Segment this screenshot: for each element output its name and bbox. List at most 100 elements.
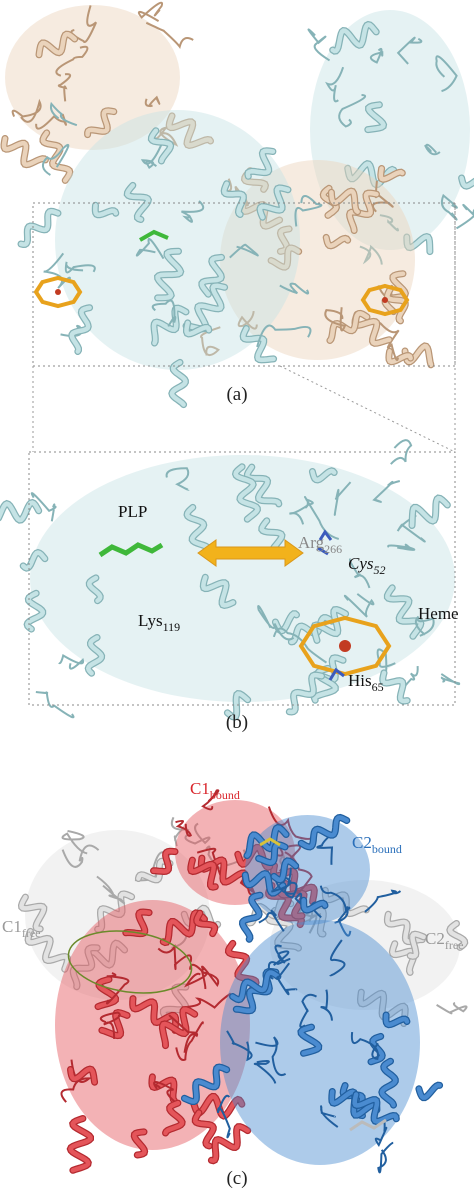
helix	[151, 305, 189, 346]
heme	[298, 615, 392, 677]
helix	[380, 670, 410, 704]
helix	[298, 815, 350, 850]
loop	[30, 492, 57, 522]
helix	[240, 326, 276, 363]
loop	[181, 200, 205, 223]
loop	[145, 21, 194, 49]
helix	[379, 1058, 398, 1108]
helix	[67, 1116, 93, 1173]
guide-line	[279, 365, 456, 453]
helix	[416, 1082, 442, 1100]
helix	[244, 825, 289, 858]
helix	[323, 235, 350, 249]
helix	[95, 891, 134, 932]
loop	[58, 653, 85, 670]
helix	[447, 921, 468, 950]
loop	[320, 989, 333, 1021]
helix	[233, 464, 260, 522]
loop	[396, 36, 423, 65]
loop	[184, 822, 211, 845]
loop	[216, 1094, 231, 1139]
loop	[350, 1031, 379, 1061]
helix	[160, 910, 207, 945]
loop	[137, 1, 164, 22]
panel-label: (a)	[226, 384, 247, 405]
domain	[55, 110, 300, 370]
loop	[170, 816, 190, 847]
helix	[225, 691, 250, 720]
residue-label: PLP	[118, 502, 147, 521]
helix	[69, 305, 92, 354]
helix	[459, 175, 474, 189]
loop	[284, 851, 313, 894]
helix	[245, 148, 276, 179]
helix	[329, 188, 360, 214]
residue-label: His65	[348, 671, 384, 694]
loop	[369, 47, 384, 64]
loop	[153, 1080, 176, 1103]
ligand	[259, 837, 281, 847]
helix	[209, 1124, 250, 1164]
helix	[130, 996, 178, 1033]
helix	[352, 1092, 399, 1124]
helix	[271, 858, 298, 883]
helix	[240, 892, 263, 942]
helix	[194, 910, 217, 936]
loop	[99, 1011, 121, 1039]
helix	[301, 898, 328, 913]
helix	[386, 349, 413, 365]
loop	[338, 94, 367, 128]
loop	[61, 844, 100, 868]
plp	[98, 542, 164, 558]
loop	[387, 543, 416, 551]
helix	[385, 585, 424, 639]
helix	[257, 185, 291, 220]
loop	[42, 143, 70, 176]
highlight-ellipse	[67, 930, 193, 994]
loop	[284, 867, 298, 899]
helix	[70, 945, 100, 989]
detail-box	[28, 451, 456, 706]
helix	[155, 249, 184, 301]
helix	[226, 941, 259, 994]
helix	[85, 108, 117, 137]
loop	[61, 829, 88, 855]
loop	[333, 481, 352, 516]
loop	[258, 910, 285, 932]
helix	[184, 505, 211, 554]
loop	[435, 55, 458, 93]
loop	[294, 195, 323, 227]
loop	[414, 615, 435, 637]
loop	[424, 143, 441, 156]
plp	[139, 229, 169, 242]
helix	[368, 1034, 385, 1065]
loop	[175, 819, 193, 837]
helix	[327, 311, 370, 343]
loop	[324, 307, 347, 332]
helix	[266, 908, 301, 951]
loop	[183, 963, 208, 988]
loop	[267, 958, 291, 980]
residue-label: Cys52	[348, 554, 386, 577]
loop	[377, 1141, 394, 1174]
loop	[157, 944, 193, 970]
loop	[187, 992, 232, 1009]
loop	[229, 243, 259, 259]
helix	[87, 575, 103, 603]
ligand	[349, 1118, 387, 1132]
loop	[144, 95, 161, 108]
loop	[396, 514, 426, 543]
helix	[310, 468, 337, 483]
loop	[237, 310, 258, 330]
helix	[0, 500, 41, 523]
loop	[272, 627, 328, 664]
loop	[299, 993, 317, 1028]
helix	[169, 360, 188, 407]
helix	[18, 209, 61, 247]
helix	[278, 881, 307, 919]
domain	[5, 5, 180, 150]
loop	[372, 480, 401, 503]
helix	[85, 635, 104, 676]
loop	[96, 875, 126, 905]
